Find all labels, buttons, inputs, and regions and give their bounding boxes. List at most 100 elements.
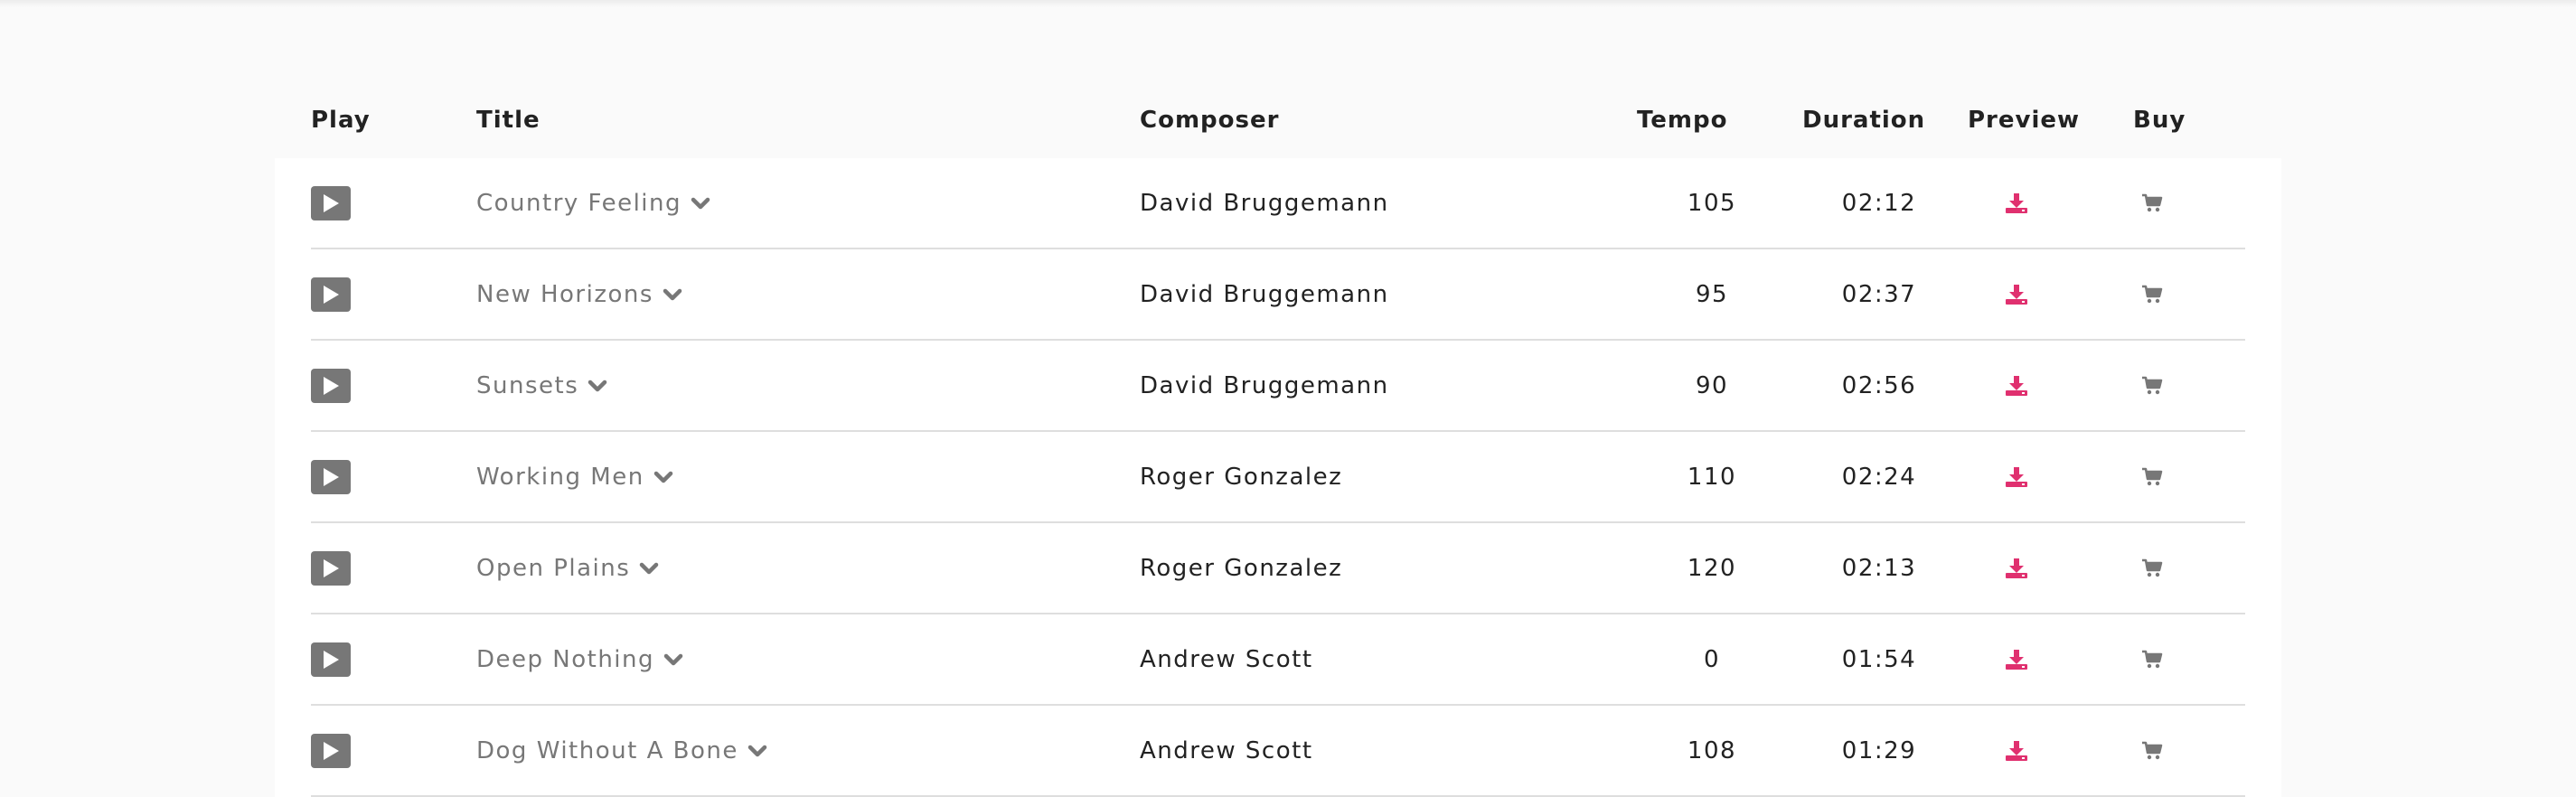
track-title[interactable]: Dog Without A Bone (476, 736, 738, 764)
track-tempo: 0 (1703, 645, 1721, 673)
chevron-down-icon[interactable] (691, 196, 710, 211)
table-row: Working Men Roger Gonzalez 110 02:24 (311, 432, 2245, 523)
header-title: Title (476, 107, 541, 134)
play-button[interactable] (311, 368, 351, 403)
play-cell (311, 614, 365, 704)
play-cell (311, 158, 365, 248)
play-button[interactable] (311, 733, 351, 768)
play-button[interactable] (311, 459, 351, 494)
table-row: Open Plains Roger Gonzalez 120 02:13 (311, 523, 2245, 614)
track-title[interactable]: New Horizons (476, 280, 653, 308)
buy-button[interactable] (2125, 249, 2179, 339)
play-cell (311, 706, 365, 795)
table-header: Play Title Composer Tempo Duration Previ… (275, 0, 2281, 158)
track-tempo: 95 (1695, 280, 1729, 308)
track-title[interactable]: Sunsets (476, 371, 579, 399)
track-composer: Roger Gonzalez (1140, 554, 1343, 582)
track-composer: David Bruggemann (1140, 280, 1389, 308)
track-duration: 02:24 (1841, 463, 1917, 491)
title-cell: Sunsets (476, 341, 607, 430)
play-icon (324, 467, 339, 486)
buy-button[interactable] (2125, 432, 2179, 521)
track-tempo: 90 (1695, 371, 1729, 399)
chevron-down-icon[interactable] (663, 287, 682, 302)
track-duration: 02:13 (1841, 554, 1917, 582)
cart-icon (2142, 650, 2163, 668)
download-icon (2006, 558, 2027, 578)
title-cell: New Horizons (476, 249, 682, 339)
track-tempo: 120 (1687, 554, 1737, 582)
download-icon (2006, 740, 2027, 761)
preview-button[interactable] (1980, 523, 2053, 613)
header-composer: Composer (1140, 107, 1280, 134)
buy-button[interactable] (2125, 706, 2179, 795)
play-button[interactable] (311, 185, 351, 220)
play-cell (311, 523, 365, 613)
track-title[interactable]: Open Plains (476, 554, 631, 582)
chevron-down-icon[interactable] (653, 470, 673, 484)
track-title[interactable]: Deep Nothing (476, 645, 655, 673)
title-cell: Open Plains (476, 523, 659, 613)
buy-button[interactable] (2125, 523, 2179, 613)
play-icon (324, 650, 339, 669)
header-play: Play (311, 107, 371, 134)
track-composer: Andrew Scott (1140, 736, 1313, 764)
header-duration: Duration (1802, 107, 1926, 134)
buy-button[interactable] (2125, 158, 2179, 248)
play-cell (311, 249, 365, 339)
track-composer: David Bruggemann (1140, 189, 1389, 217)
preview-button[interactable] (1980, 158, 2053, 248)
track-composer: Roger Gonzalez (1140, 463, 1343, 491)
preview-button[interactable] (1980, 706, 2053, 795)
preview-button[interactable] (1980, 249, 2053, 339)
cart-icon (2142, 558, 2163, 577)
table-body: Country Feeling David Bruggemann 105 02:… (275, 158, 2281, 797)
title-cell: Working Men (476, 432, 673, 521)
cart-icon (2142, 467, 2163, 485)
top-shadow (0, 0, 2576, 7)
chevron-down-icon[interactable] (639, 561, 659, 576)
play-icon (324, 558, 339, 577)
cart-icon (2142, 285, 2163, 303)
chevron-down-icon[interactable] (588, 379, 607, 393)
play-icon (324, 376, 339, 395)
chevron-down-icon[interactable] (663, 652, 683, 667)
play-icon (324, 741, 339, 760)
track-duration: 01:29 (1841, 736, 1917, 764)
track-title[interactable]: Country Feeling (476, 189, 682, 217)
play-cell (311, 341, 365, 430)
play-button[interactable] (311, 277, 351, 312)
track-tempo: 110 (1687, 463, 1737, 491)
title-cell: Dog Without A Bone (476, 706, 767, 795)
buy-button[interactable] (2125, 341, 2179, 430)
play-icon (324, 285, 339, 304)
title-cell: Country Feeling (476, 158, 710, 248)
header-buy: Buy (2133, 107, 2186, 134)
play-button[interactable] (311, 550, 351, 586)
cart-icon (2142, 193, 2163, 211)
table-row: Dog Without A Bone Andrew Scott 108 01:2… (311, 706, 2245, 797)
play-icon (324, 193, 339, 212)
track-duration: 02:12 (1841, 189, 1917, 217)
download-icon (2006, 375, 2027, 396)
header-tempo: Tempo (1637, 107, 1728, 134)
download-icon (2006, 466, 2027, 487)
download-icon (2006, 649, 2027, 670)
preview-button[interactable] (1980, 432, 2053, 521)
download-icon (2006, 284, 2027, 305)
track-table: Play Title Composer Tempo Duration Previ… (275, 0, 2281, 797)
chevron-down-icon[interactable] (747, 744, 767, 758)
buy-button[interactable] (2125, 614, 2179, 704)
play-button[interactable] (311, 642, 351, 677)
table-row: New Horizons David Bruggemann 95 02:37 (311, 249, 2245, 341)
track-duration: 01:54 (1841, 645, 1917, 673)
track-title[interactable]: Working Men (476, 463, 644, 491)
download-icon (2006, 192, 2027, 213)
track-composer: Andrew Scott (1140, 645, 1313, 673)
track-duration: 02:37 (1841, 280, 1917, 308)
preview-button[interactable] (1980, 614, 2053, 704)
table-row: Sunsets David Bruggemann 90 02:56 (311, 341, 2245, 432)
preview-button[interactable] (1980, 341, 2053, 430)
play-cell (311, 432, 365, 521)
track-tempo: 108 (1687, 736, 1737, 764)
